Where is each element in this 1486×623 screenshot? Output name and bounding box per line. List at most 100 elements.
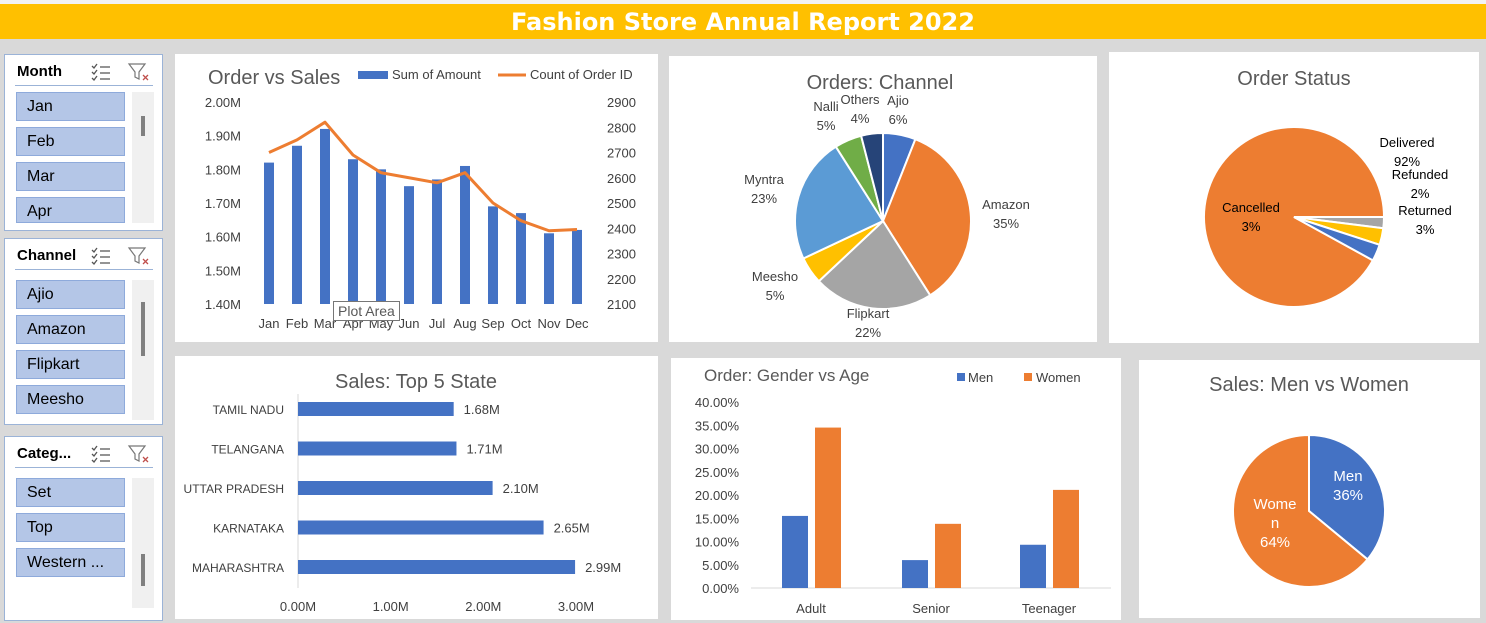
- chart-title: Order: Gender vs Age: [704, 366, 869, 385]
- bar-state: [298, 402, 454, 416]
- multi-select-icon[interactable]: [89, 443, 113, 465]
- bar-amount: [516, 213, 526, 304]
- category-label: TELANGANA: [211, 443, 284, 457]
- x-tick-label: Sep: [481, 316, 504, 331]
- bar-state: [298, 481, 493, 495]
- multi-select-icon[interactable]: [89, 245, 113, 267]
- slice-name-label: n: [1271, 515, 1279, 532]
- slice-name-label: Others: [840, 92, 880, 107]
- slice-name-label: Refunded: [1392, 167, 1448, 182]
- slice-value-label: 4%: [851, 111, 870, 126]
- slice-value-label: 22%: [855, 325, 881, 340]
- multi-select-icon[interactable]: [89, 61, 113, 83]
- slicer-item-apr[interactable]: Apr: [16, 197, 125, 223]
- bar-men: [782, 515, 808, 588]
- x-tick-label: Aug: [453, 316, 476, 331]
- scroll-thumb[interactable]: [141, 302, 145, 356]
- legend-label-men: Men: [968, 370, 993, 385]
- chart-order-vs-sales[interactable]: Order vs Sales Sum of Amount Count of Orde…: [175, 54, 658, 342]
- slice-value-label: 23%: [751, 191, 777, 206]
- x-tick-label: 1.00M: [373, 599, 409, 614]
- slicer-item-set[interactable]: Set: [16, 478, 125, 507]
- bar-amount: [292, 145, 302, 304]
- slice-value-label: 2%: [1411, 186, 1430, 201]
- clear-filter-icon[interactable]: [127, 443, 151, 465]
- pie-slice: [859, 131, 884, 222]
- x-tick-label: Jul: [429, 316, 446, 331]
- slicer-item-meesho[interactable]: Meesho: [16, 385, 125, 414]
- x-tick-label: Feb: [286, 316, 308, 331]
- slicer-month[interactable]: Month Jan Feb Mar Apr: [4, 54, 163, 231]
- scroll-thumb[interactable]: [141, 116, 145, 136]
- bar-value-label: 2.65M: [554, 521, 590, 536]
- slicer-item-amazon[interactable]: Amazon: [16, 315, 125, 344]
- slice-name-label: Myntra: [744, 172, 785, 187]
- slicer-item-mar[interactable]: Mar: [16, 162, 125, 191]
- slice-value-label: 92%: [1394, 154, 1420, 169]
- slicer-item-jan[interactable]: Jan: [16, 92, 125, 121]
- y-tick-label: 15.00%: [695, 511, 740, 526]
- slicer-title: Channel: [17, 247, 77, 264]
- bar-amount: [544, 233, 554, 304]
- slicer-scrollbar[interactable]: [132, 92, 154, 223]
- x-tick-label: Jan: [259, 316, 280, 331]
- slicer-category[interactable]: Categ... Set Top Western ...: [4, 436, 163, 621]
- category-label: UTTAR PRADESH: [184, 482, 284, 496]
- chart-gender-age[interactable]: Order: Gender vs Age Men Women 0.00% 5.00% 10…: [671, 358, 1121, 620]
- slicer-channel[interactable]: Channel Ajio Amazon Flipkart Meesho: [4, 238, 163, 425]
- men-vs-women-svg: Men 36% Wome n 64% Sales: Men vs Women: [1209, 374, 1409, 588]
- slicer-scrollbar[interactable]: [132, 478, 154, 608]
- slicer-item-flipkart[interactable]: Flipkart: [16, 350, 125, 379]
- chart-men-vs-women[interactable]: Men 36% Wome n 64% Sales: Men vs Women: [1139, 360, 1480, 618]
- chart-title: Orders: Channel: [807, 72, 954, 94]
- left-tick-label: 1.50M: [205, 263, 241, 278]
- right-tick-label: 2400: [607, 221, 636, 236]
- y-tick-label: 30.00%: [695, 442, 740, 457]
- top-states-svg: Sales: Top 5 State TAMIL NADU 1.68M TELANGA…: [184, 371, 622, 614]
- y-tick-label: 35.00%: [695, 418, 740, 433]
- slicer-item-top[interactable]: Top: [16, 513, 125, 542]
- slice-name-label: Ajio: [887, 93, 909, 108]
- right-tick-label: 2200: [607, 272, 636, 287]
- slice-name-label: Men: [1333, 468, 1362, 485]
- legend-label-women: Women: [1036, 370, 1081, 385]
- legend-swatch-women: [1024, 373, 1032, 381]
- x-tick-label: Senior: [912, 601, 950, 616]
- bar-state: [298, 441, 457, 456]
- order-vs-sales-svg: Order vs Sales Sum of Amount Count of Orde…: [205, 67, 636, 331]
- bar-value-label: 1.68M: [464, 402, 500, 417]
- pie-slice: [1308, 433, 1386, 561]
- bar-amount: [432, 179, 442, 304]
- left-tick-label: 1.70M: [205, 196, 241, 211]
- line-order-count: [268, 120, 578, 233]
- bar-state: [298, 520, 544, 535]
- slicer-scrollbar[interactable]: [132, 280, 154, 420]
- slice-value-label: 6%: [889, 112, 908, 127]
- chart-top-states[interactable]: Sales: Top 5 State TAMIL NADU 1.68M TELANGA…: [175, 356, 658, 619]
- slice-name-label: Nalli: [813, 99, 838, 114]
- slice-value-label: 64%: [1260, 534, 1290, 551]
- bar-amount: [348, 159, 358, 304]
- bar-women: [935, 523, 961, 588]
- chart-title: Order Status: [1237, 68, 1350, 90]
- left-tick-label: 2.00M: [205, 95, 241, 110]
- clear-filter-icon[interactable]: [127, 245, 151, 267]
- slicer-item-ajio[interactable]: Ajio: [16, 280, 125, 309]
- slicer-item-feb[interactable]: Feb: [16, 127, 125, 156]
- slice-value-label: 35%: [993, 216, 1019, 231]
- y-tick-label: 0.00%: [702, 581, 739, 596]
- clear-filter-icon[interactable]: [127, 61, 151, 83]
- slicer-item-western[interactable]: Western ...: [16, 548, 125, 577]
- bar-amount: [404, 186, 414, 304]
- chart-orders-channel[interactable]: Ajio 6% Amazon 35% Flipkart 22% Meesho 5% Myntra…: [669, 56, 1097, 342]
- x-tick-label: Mar: [314, 316, 337, 331]
- scroll-thumb[interactable]: [141, 554, 145, 586]
- y-tick-label: 5.00%: [702, 558, 739, 573]
- x-tick-label: Adult: [796, 601, 826, 616]
- bar-women: [1053, 489, 1079, 588]
- bar-amount: [488, 206, 498, 304]
- right-tick-label: 2800: [607, 120, 636, 135]
- x-tick-label: 3.00M: [558, 599, 594, 614]
- slice-value-label: 5%: [817, 118, 836, 133]
- chart-order-status[interactable]: Delivered 92% Refunded 2% Returned 3% Cancelle…: [1109, 52, 1479, 343]
